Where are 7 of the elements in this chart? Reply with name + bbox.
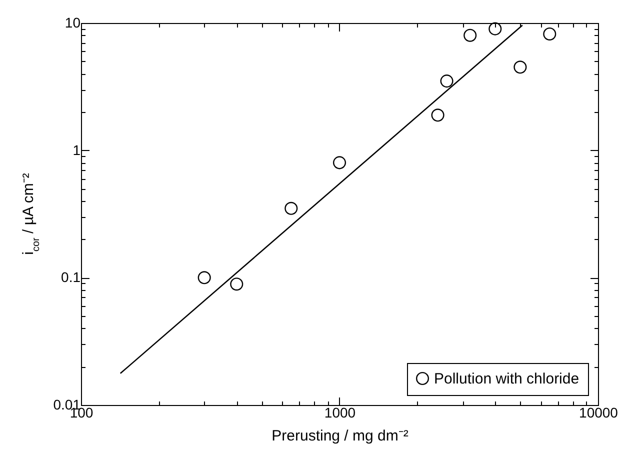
x-tick-label: 1000 (324, 404, 356, 420)
y-tick-label: 0.1 (61, 269, 81, 286)
y-tick-label: 1 (72, 142, 81, 158)
legend-label: Pollution with chloride (434, 370, 580, 388)
y-tick-label: 10 (64, 14, 81, 30)
x-tick-label: 10000 (579, 404, 618, 420)
x-axis-title: Prerusting / mg dm⁻² (272, 428, 408, 444)
